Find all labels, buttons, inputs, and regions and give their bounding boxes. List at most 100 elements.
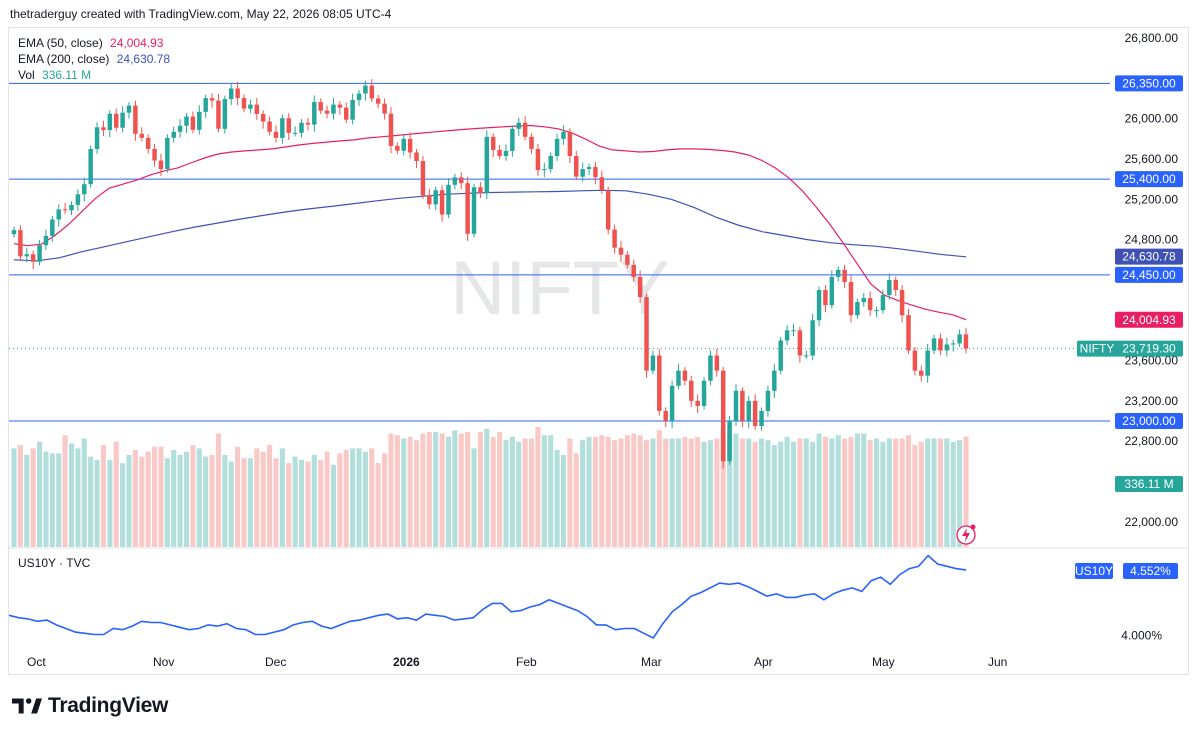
- volume-bar: [375, 463, 381, 547]
- candle-body: [337, 104, 343, 108]
- candle-body: [944, 344, 950, 351]
- candle-body: [254, 104, 260, 114]
- volume-bar: [11, 448, 17, 547]
- volume-bar: [727, 430, 733, 547]
- volume-bar: [695, 436, 701, 547]
- volume-bar: [350, 448, 356, 547]
- y-tick-label: 22,000.00: [1125, 515, 1179, 529]
- volume-bar: [17, 445, 23, 547]
- x-axis-label: May: [872, 655, 895, 669]
- tradingview-brand: TradingView: [48, 694, 169, 717]
- candle-body: [708, 355, 713, 381]
- us10y-tick-label: 4.000%: [1121, 629, 1162, 643]
- volume-bar: [298, 459, 305, 547]
- candle-body: [612, 229, 617, 248]
- tradingview-logo-icon: [12, 698, 42, 714]
- candle-body: [427, 195, 432, 205]
- candle-body: [810, 320, 815, 356]
- candle-body: [963, 334, 969, 349]
- candle-body: [804, 355, 809, 357]
- volume-bar: [426, 431, 432, 547]
- x-axis-label: Nov: [153, 655, 174, 669]
- x-axis-label: Mar: [641, 655, 662, 669]
- candle-body: [784, 330, 790, 341]
- volume-bar: [56, 453, 62, 547]
- legend-ema50[interactable]: EMA (50, close) 24,004.93: [18, 35, 170, 51]
- volume-bar: [650, 438, 656, 547]
- candle-body: [874, 310, 879, 312]
- y-tick-label: 24,800.00: [1125, 233, 1179, 247]
- volume-bar: [746, 438, 752, 547]
- volume-bar: [126, 454, 132, 547]
- last-price-tag-label: 23,719.30: [1122, 342, 1176, 356]
- volume-bar: [669, 438, 675, 547]
- volume-bar: [120, 463, 126, 547]
- candle-body: [625, 254, 630, 265]
- candle-body: [931, 338, 937, 351]
- candle-body: [439, 190, 445, 215]
- tradingview-logo[interactable]: TradingView: [12, 694, 168, 718]
- volume-bar: [254, 448, 260, 547]
- event-dot-icon: [970, 524, 976, 530]
- volume-bar: [139, 456, 145, 547]
- x-axis-label: Oct: [27, 655, 46, 669]
- candle-body: [637, 276, 643, 298]
- level-price-tag-label: 25,400.00: [1122, 172, 1176, 186]
- level-price-tag-bg: [1115, 171, 1183, 188]
- volume-bar: [171, 450, 177, 547]
- volume-bar: [637, 435, 643, 547]
- volume-bar: [573, 453, 579, 547]
- volume-bar: [701, 441, 707, 547]
- candle-body: [586, 167, 592, 170]
- volume-bar: [861, 433, 867, 547]
- volume-bar: [324, 451, 330, 547]
- volume-bar: [848, 436, 854, 547]
- volume-bar: [842, 438, 848, 547]
- candle-body: [56, 209, 61, 220]
- volume-bar: [612, 440, 618, 547]
- y-tick-label: 25,200.00: [1125, 192, 1179, 206]
- volume-bar: [893, 438, 899, 547]
- volume-bar: [771, 445, 777, 547]
- candle-body: [887, 279, 892, 296]
- candle-body: [209, 98, 215, 101]
- candle-body: [478, 187, 483, 194]
- candle-body: [669, 385, 675, 422]
- volume-bar: [580, 440, 586, 547]
- volume-bar: [24, 454, 30, 547]
- chart-frame: [8, 27, 1189, 675]
- legend-ema200-label: EMA (200, close): [18, 52, 110, 66]
- volume-bar: [362, 451, 368, 547]
- candle-body: [797, 330, 803, 356]
- volume-bar: [196, 448, 202, 547]
- candle-body: [11, 230, 17, 235]
- last-price-tag-bg: [1115, 340, 1183, 357]
- candle-body: [752, 400, 758, 427]
- candle-body: [689, 380, 694, 401]
- volume-tag-bg: [1115, 476, 1183, 492]
- volume-bar: [113, 441, 119, 547]
- candle-body: [228, 88, 234, 100]
- legend-ema200-value: 24,630.78: [116, 52, 171, 66]
- volume-bar: [509, 436, 515, 547]
- volume-bar: [388, 433, 394, 547]
- candle-body: [350, 99, 355, 120]
- volume-bar: [688, 438, 694, 547]
- candle-body: [344, 107, 349, 120]
- candle-body: [899, 290, 905, 316]
- candle-body: [618, 247, 624, 255]
- y-tick-label: 23,600.00: [1125, 354, 1179, 368]
- volume-bar: [567, 438, 573, 547]
- sub-pane-legend[interactable]: US10Y · TVC: [18, 555, 90, 571]
- legend-vol[interactable]: Vol 336.11 M: [18, 67, 170, 83]
- volume-bar: [37, 441, 43, 547]
- candle-body: [292, 132, 298, 134]
- volume-bar: [471, 448, 477, 547]
- legend: EMA (50, close) 24,004.93 EMA (200, clos…: [18, 35, 170, 83]
- candle-body: [235, 88, 240, 98]
- candle-body: [216, 100, 221, 129]
- legend-ema200[interactable]: EMA (200, close) 24,630.78: [18, 51, 170, 67]
- volume-bar: [132, 450, 138, 547]
- x-axis-label: Dec: [265, 655, 286, 669]
